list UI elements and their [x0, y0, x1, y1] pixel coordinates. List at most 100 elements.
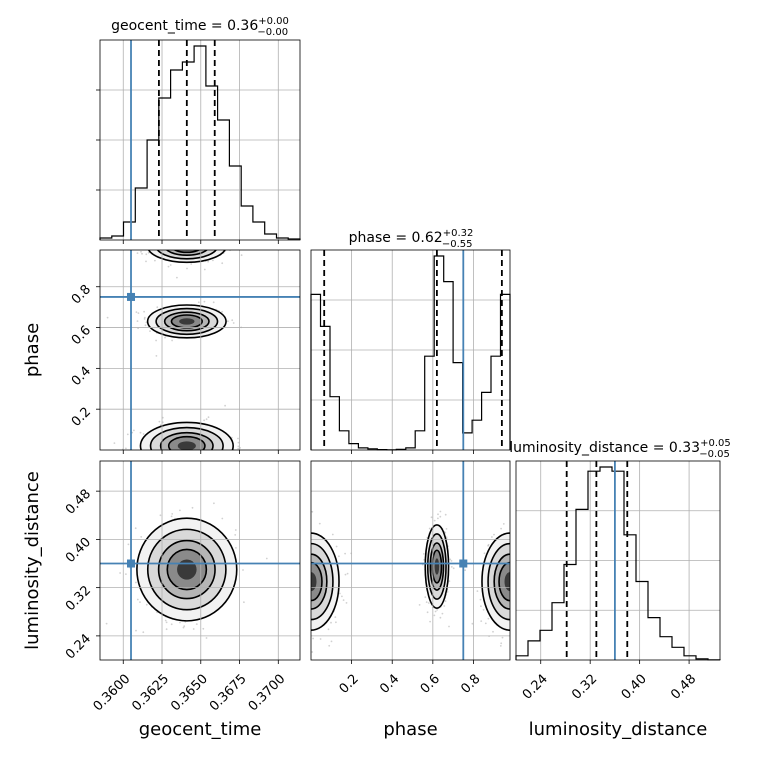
sample-point: [512, 596, 514, 598]
sample-point: [304, 616, 306, 618]
sample-point: [445, 528, 448, 530]
sample-point: [297, 576, 299, 578]
sample-point: [330, 640, 333, 643]
sample-point: [530, 575, 532, 577]
sample-point: [191, 506, 194, 509]
sample-point: [423, 553, 425, 555]
sample-point: [560, 528, 562, 530]
sample-point: [344, 552, 346, 555]
sample-point: [511, 567, 513, 569]
density-blob-6: [464, 523, 562, 647]
sample-point: [183, 245, 185, 247]
sample-point: [311, 651, 314, 653]
sample-point: [186, 241, 188, 243]
sample-point: [309, 592, 311, 594]
sample-point: [296, 576, 298, 578]
sample-point: [196, 457, 198, 459]
sample-point: [193, 242, 195, 244]
sample-point: [519, 575, 521, 577]
sample-point: [237, 441, 240, 444]
sample-point: [293, 572, 295, 574]
sample-point: [441, 612, 444, 615]
sample-point: [306, 630, 308, 632]
sample-point: [293, 567, 295, 569]
sample-point: [511, 577, 513, 579]
sample-point: [531, 583, 533, 585]
sample-point: [294, 594, 296, 596]
sample-point: [450, 566, 453, 568]
sample-point: [192, 455, 194, 457]
sample-point: [284, 608, 286, 610]
sample-point: [284, 572, 286, 574]
sample-point: [296, 574, 298, 576]
sample-point: [514, 576, 516, 578]
sample-point: [493, 533, 495, 536]
sample-point: [288, 617, 290, 619]
sample-point: [177, 236, 179, 238]
sample-point: [156, 306, 159, 309]
sample-point: [172, 242, 174, 244]
sample-point: [527, 608, 529, 610]
sample-point: [208, 236, 210, 238]
sample-point: [149, 244, 151, 246]
sample-point: [304, 548, 306, 550]
sample-point: [530, 599, 532, 601]
sample-point: [179, 453, 181, 455]
sample-point: [284, 572, 286, 574]
sample-point: [171, 454, 173, 456]
x-tick-label: 0.4: [377, 672, 402, 697]
sample-point: [297, 540, 299, 542]
sample-point: [521, 613, 523, 615]
sample-point: [183, 241, 185, 243]
sample-point: [209, 230, 211, 232]
histogram-phase: [310, 255, 511, 451]
sample-point: [513, 561, 515, 563]
sample-point: [181, 244, 183, 246]
density-blob-4: [418, 510, 455, 628]
sample-point: [520, 570, 522, 572]
sample-point: [211, 452, 213, 454]
sample-point: [215, 243, 217, 245]
sample-point: [186, 236, 188, 238]
sample-point: [139, 431, 142, 434]
sample-point: [514, 560, 516, 562]
sample-point: [213, 248, 215, 250]
sample-point: [523, 603, 525, 605]
sample-point: [179, 233, 181, 235]
sample-point: [335, 545, 338, 548]
sample-point: [302, 587, 304, 589]
sample-point: [301, 538, 303, 540]
sample-point: [306, 579, 308, 581]
sample-point: [205, 451, 207, 453]
sample-point: [280, 580, 282, 582]
sample-point: [196, 234, 198, 236]
sample-point: [525, 624, 527, 626]
sample-point: [295, 597, 297, 599]
sample-point: [471, 622, 474, 625]
sample-point: [303, 574, 305, 576]
sample-point: [433, 519, 436, 522]
sample-point: [159, 514, 162, 517]
sample-point: [191, 242, 193, 244]
sample-point: [202, 463, 204, 465]
sample-point: [482, 608, 485, 611]
sample-point: [531, 552, 533, 554]
sample-point: [344, 573, 347, 576]
title-phase: phase = 0.62+0.32 −0.55: [349, 228, 474, 250]
sample-point: [301, 586, 303, 588]
x-tick-label: 0.3625: [129, 672, 172, 715]
sample-point: [302, 576, 304, 578]
contour-level-4: [434, 558, 440, 575]
sample-point: [523, 588, 525, 590]
sample-point: [194, 464, 196, 466]
panel-frame-1-1: [310, 249, 511, 451]
x-tick-label: 0.32: [569, 672, 600, 703]
sample-point: [189, 456, 191, 458]
sample-point: [330, 621, 332, 624]
sample-point: [185, 242, 187, 244]
sample-point: [537, 597, 539, 599]
sample-point: [224, 229, 226, 231]
sample-point: [483, 552, 486, 555]
contour-level-4: [179, 318, 195, 325]
sample-point: [185, 458, 187, 460]
